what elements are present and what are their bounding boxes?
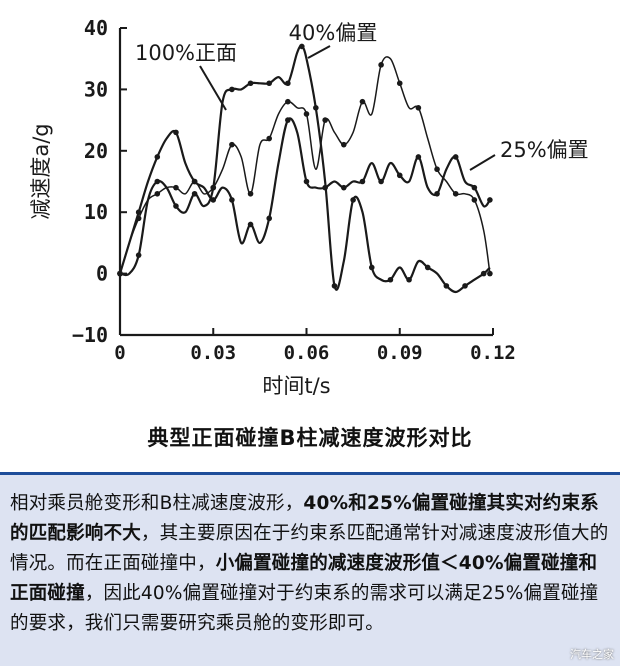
data-point xyxy=(487,270,493,277)
data-point xyxy=(480,270,487,277)
x-tick-label: 0.06 xyxy=(284,342,330,364)
data-point xyxy=(191,190,198,197)
data-point xyxy=(415,105,422,111)
data-point xyxy=(229,86,235,93)
data-point xyxy=(303,111,310,117)
note-segment: 相对乘员舱变形和B柱减速度波形， xyxy=(10,493,304,514)
data-point xyxy=(424,264,431,271)
data-point xyxy=(303,178,310,185)
note-segment: ，其主要原因在于约束系匹配通常针对减速度波形值大的情况。而在正面碰撞中， xyxy=(10,523,609,574)
data-point xyxy=(434,166,440,173)
data-point xyxy=(462,283,468,289)
data-point xyxy=(285,98,291,105)
x-tick-label: 0.03 xyxy=(190,342,236,364)
data-point xyxy=(247,190,254,197)
data-point xyxy=(173,203,179,209)
series-line xyxy=(118,117,491,274)
x-tick-label: 0.09 xyxy=(377,342,423,364)
note-emphasis: 小偏置碰撞的减速度波形值＜40%偏置碰撞和正面碰撞 xyxy=(10,553,598,604)
series-label: 100%正面 xyxy=(135,41,237,65)
data-point xyxy=(313,105,319,111)
data-point xyxy=(173,129,179,136)
callout-line xyxy=(469,154,496,171)
y-tick-label: 20 xyxy=(84,139,108,163)
chart-axes: 0 0.03 0.06 0.09 0.12 −10 0 10 20 30 40 时间t/s 减速度a/g xyxy=(29,16,516,398)
data-point xyxy=(331,283,338,289)
data-point xyxy=(378,62,384,68)
data-point xyxy=(359,178,366,185)
series-2 xyxy=(117,56,493,277)
data-point xyxy=(443,283,450,289)
data-point xyxy=(350,197,356,203)
data-point xyxy=(154,190,161,197)
data-point xyxy=(452,154,459,160)
x-tick-label: 0.12 xyxy=(470,342,516,364)
y-tick-label: 40 xyxy=(84,16,108,40)
data-point xyxy=(285,80,291,87)
note-text: 相对乘员舱变形和B柱减速度波形，40%和25%偏置碰撞其实对约束系的匹配影响不大… xyxy=(10,489,610,639)
chart-caption: 典型正面碰撞B柱减速度波形对比 xyxy=(147,426,473,450)
data-point xyxy=(191,178,198,185)
data-point xyxy=(322,184,328,191)
data-point xyxy=(210,184,217,191)
data-point xyxy=(210,197,217,203)
data-point xyxy=(368,264,375,271)
data-point xyxy=(406,276,412,283)
data-point xyxy=(173,184,179,191)
data-point xyxy=(299,43,305,50)
data-point xyxy=(341,141,347,148)
y-tick-label: 30 xyxy=(84,77,108,101)
note-segment: ，因此40%偏置碰撞对于约束系的需求可以满足25%偏置碰撞的要求，我们只需要研究… xyxy=(10,583,599,634)
data-point xyxy=(434,190,440,197)
data-point xyxy=(247,221,254,228)
data-point xyxy=(266,215,273,222)
data-point xyxy=(341,184,347,191)
watermark: 汽车之家 xyxy=(570,648,614,661)
y-axis-title: 减速度a/g xyxy=(29,123,53,219)
note-box: 相对乘员舱变形和B柱减速度波形，40%和25%偏置碰撞其实对约束系的匹配影响不大… xyxy=(0,472,620,666)
y-tick-label: 0 xyxy=(96,262,108,286)
data-point xyxy=(154,154,161,160)
x-axis-title: 时间t/s xyxy=(262,374,330,398)
labels-layer: 100%正面 40%偏置 25%偏置 xyxy=(135,21,589,171)
y-tick-label: 10 xyxy=(84,200,108,224)
chart: 0 0.03 0.06 0.09 0.12 −10 0 10 20 30 40 时间t/s 减速度a/g… xyxy=(29,16,589,398)
data-point xyxy=(285,117,291,123)
series-line xyxy=(119,56,491,274)
data-point xyxy=(154,178,161,185)
data-point xyxy=(487,197,493,203)
data-point xyxy=(229,141,235,148)
data-point xyxy=(266,80,273,87)
series-3 xyxy=(117,117,493,277)
data-point xyxy=(378,178,384,185)
data-point xyxy=(229,197,235,203)
data-point xyxy=(135,252,142,258)
callout-line xyxy=(199,65,227,111)
data-point xyxy=(387,276,394,283)
x-tick-label: 0 xyxy=(114,342,125,364)
data-point xyxy=(266,135,273,142)
data-point xyxy=(322,117,328,123)
data-point xyxy=(396,80,403,87)
data-point xyxy=(359,98,366,105)
series-label: 25%偏置 xyxy=(500,138,589,162)
data-point xyxy=(415,154,422,160)
y-tick-label: −10 xyxy=(72,323,108,347)
data-point xyxy=(396,172,403,179)
series-label: 40%偏置 xyxy=(289,21,378,45)
note-emphasis: 40%和25%偏置碰撞其实对约束系的匹配影响不大 xyxy=(10,493,599,544)
callout-line xyxy=(307,45,331,59)
data-point xyxy=(135,209,142,215)
data-point xyxy=(471,184,478,191)
data-point xyxy=(247,80,254,87)
data-point xyxy=(452,190,459,197)
data-point xyxy=(117,270,123,277)
data-point xyxy=(471,197,478,203)
series-layer xyxy=(117,43,493,294)
